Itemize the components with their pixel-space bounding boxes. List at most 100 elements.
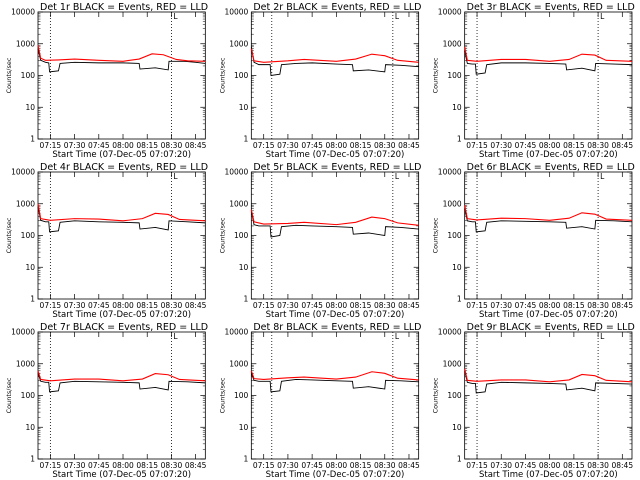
x-tick-label: 07:15: [466, 301, 488, 310]
y-tick-label: 10: [452, 103, 462, 112]
chart-panel: Det 3r BLACK = Events, RED = LLD 1 10 100 10…: [432, 2, 635, 160]
x-tick-label: 08:15: [136, 141, 158, 150]
x-tick-label: 08:15: [136, 301, 158, 310]
y-tick-label: 100: [447, 231, 462, 240]
x-tick-label: 08:45: [398, 461, 420, 470]
x-axis-label: Start Time (07-Dec-05 07:07:20): [266, 310, 405, 320]
chart-title: Det 8r BLACK = Events, RED = LLD: [253, 322, 421, 333]
x-tick-label: 08:30: [374, 301, 396, 310]
x-tick-label: 08:45: [611, 461, 633, 470]
y-tick-label: 10000: [438, 168, 462, 177]
x-tick-label: 08:00: [326, 141, 348, 150]
lld-series-line: [250, 48, 419, 63]
x-tick-label: 07:45: [88, 301, 110, 310]
y-axis-label: Counts/sec: [218, 217, 226, 253]
x-tick-label: 08:00: [539, 141, 561, 150]
y-tick-label: 1000: [443, 199, 462, 208]
x-tick-label: 08:30: [587, 461, 609, 470]
x-tick-label: 08:15: [563, 461, 585, 470]
y-tick-label: 100: [21, 391, 36, 400]
events-series-line: [37, 48, 206, 73]
x-tick-label: 08:45: [185, 301, 207, 310]
x-tick-label: 08:15: [563, 141, 585, 150]
x-axis-label: Start Time (07-Dec-05 07:07:20): [266, 150, 405, 160]
x-tick-label: 08:45: [398, 141, 420, 150]
y-tick-label: 1: [30, 135, 35, 144]
x-axis-label: Start Time (07-Dec-05 07:07:20): [52, 150, 191, 160]
y-tick-label: 10000: [11, 8, 35, 17]
y-tick-label: 1000: [443, 39, 462, 48]
y-tick-label: 10: [239, 263, 249, 272]
y-axis-label: Counts/sec: [5, 217, 13, 253]
x-tick-label: 07:15: [40, 301, 62, 310]
x-axis-label: Start Time (07-Dec-05 07:07:20): [52, 310, 191, 320]
y-tick-label: 10: [239, 423, 249, 432]
y-tick-label: 10: [452, 423, 462, 432]
y-tick-label: 10: [25, 423, 35, 432]
x-tick-label: 08:15: [350, 301, 372, 310]
y-tick-label: 1000: [16, 199, 35, 208]
y-tick-label: 100: [447, 71, 462, 80]
x-tick-label: 08:00: [112, 141, 134, 150]
chart-title: Det 3r BLACK = Events, RED = LLD: [467, 2, 635, 13]
marker-label: L: [395, 332, 400, 341]
y-tick-label: 100: [447, 391, 462, 400]
x-tick-label: 08:45: [611, 301, 633, 310]
y-tick-label: 1000: [443, 359, 462, 368]
marker-label: L: [600, 12, 605, 21]
y-tick-label: 10000: [438, 328, 462, 337]
plot-frame: [37, 171, 206, 300]
plot-frame: [464, 331, 633, 460]
x-tick-label: 08:45: [611, 141, 633, 150]
lld-series-line: [37, 203, 206, 222]
y-tick-label: 100: [234, 71, 249, 80]
y-tick-label: 1000: [16, 39, 35, 48]
x-tick-label: 07:15: [253, 301, 275, 310]
chart-panel: Det 9r BLACK = Events, RED = LLD 1 10 100 10…: [432, 322, 635, 480]
x-tick-label: 07:45: [515, 301, 537, 310]
lld-series-line: [250, 209, 419, 226]
y-axis-label: Counts/sec: [5, 57, 13, 93]
x-tick-label: 07:15: [253, 461, 275, 470]
chart-title: Det 6r BLACK = Events, RED = LLD: [467, 162, 635, 173]
x-tick-label: 07:15: [466, 461, 488, 470]
y-axis-label: Counts/sec: [218, 377, 226, 413]
y-tick-label: 100: [21, 71, 36, 80]
y-tick-label: 1000: [229, 199, 248, 208]
plot-frame: [464, 171, 633, 300]
y-tick-label: 1: [30, 455, 35, 464]
y-tick-label: 10: [25, 103, 35, 112]
events-series-line: [464, 208, 633, 233]
x-tick-label: 07:45: [301, 301, 323, 310]
x-tick-label: 08:30: [161, 301, 183, 310]
y-tick-label: 10000: [224, 168, 248, 177]
x-tick-label: 08:00: [112, 461, 134, 470]
events-series-line: [250, 46, 419, 77]
y-axis-label: Counts/sec: [432, 57, 440, 93]
chart-panel: Det 5r BLACK = Events, RED = LLD 1 10 100 10…: [218, 162, 421, 320]
x-tick-label: 07:30: [277, 141, 299, 150]
y-tick-label: 100: [234, 391, 249, 400]
y-tick-label: 1000: [16, 359, 35, 368]
x-tick-label: 07:30: [64, 461, 86, 470]
marker-label: L: [173, 12, 178, 21]
x-tick-label: 07:15: [40, 461, 62, 470]
chart-title: Det 1r BLACK = Events, RED = LLD: [40, 2, 208, 13]
x-axis-label: Start Time (07-Dec-05 07:07:20): [479, 470, 618, 480]
lld-series-line: [37, 370, 206, 382]
y-tick-label: 1: [244, 135, 249, 144]
lld-series-line: [464, 205, 633, 221]
x-tick-label: 08:45: [398, 301, 420, 310]
chart-panel: Det 8r BLACK = Events, RED = LLD 1 10 100 10…: [218, 322, 421, 480]
x-tick-label: 08:00: [326, 301, 348, 310]
x-tick-label: 08:30: [374, 461, 396, 470]
chart-panel: Det 7r BLACK = Events, RED = LLD 1 10 100 10…: [5, 322, 208, 480]
y-tick-label: 1: [244, 295, 249, 304]
x-axis-label: Start Time (07-Dec-05 07:07:20): [479, 150, 618, 160]
x-tick-label: 08:00: [112, 301, 134, 310]
events-series-line: [464, 370, 633, 394]
x-tick-label: 08:15: [350, 461, 372, 470]
x-tick-label: 07:30: [490, 141, 512, 150]
events-series-line: [250, 210, 419, 238]
